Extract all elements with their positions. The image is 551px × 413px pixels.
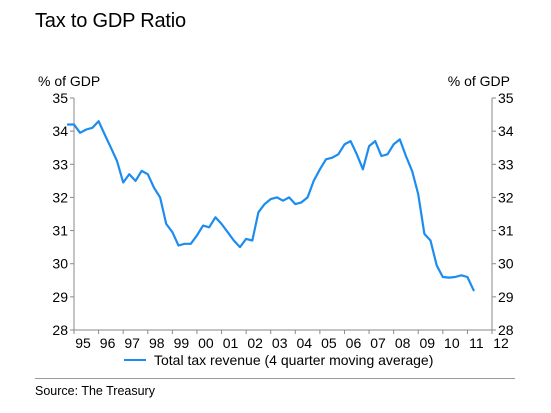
source-divider [35, 378, 515, 379]
y-tick-label-left: 28 [52, 322, 68, 338]
y-tick-label-right: 29 [498, 289, 514, 305]
chart-title: Tax to GDP Ratio [35, 10, 186, 32]
x-tick-label: 09 [419, 335, 435, 351]
x-tick-label: 08 [395, 335, 411, 351]
x-tick-label: 03 [272, 335, 288, 351]
y-tick-label-left: 32 [52, 189, 68, 205]
y-tick-label-right: 35 [498, 90, 514, 106]
source-note: Source: The Treasury [35, 384, 155, 398]
x-tick-label: 98 [149, 335, 165, 351]
chart-axes [73, 98, 493, 331]
x-tick-label: 12 [493, 335, 509, 351]
legend-label: Total tax revenue (4 quarter moving aver… [154, 352, 434, 368]
y-tick-label-right: 32 [498, 189, 514, 205]
x-tick-label: 95 [75, 335, 91, 351]
y-axis-right-label: % of GDP [448, 73, 510, 89]
y-tick-label-left: 30 [52, 256, 68, 272]
x-tick-label: 07 [370, 335, 386, 351]
x-tick-label: 99 [174, 335, 190, 351]
series-line-0 [66, 120, 475, 292]
y-tick-label-left: 29 [52, 289, 68, 305]
x-axis-ticks: 95 96 97 98 99 00 01 02 03 04 05 06 07 08 09 10 11 12 [73, 330, 509, 351]
y-tick-label-left: 34 [52, 123, 68, 139]
y-tick-label-left: 33 [52, 156, 68, 172]
x-tick-label: 05 [321, 335, 337, 351]
x-tick-label: 02 [247, 335, 263, 351]
y-tick-label-left: 35 [52, 90, 68, 106]
y-tick-label-right: 30 [498, 256, 514, 272]
x-tick-label: 97 [124, 335, 140, 351]
x-tick-label: 00 [198, 335, 214, 351]
x-tick-label: 06 [346, 335, 362, 351]
legend: Total tax revenue (4 quarter moving aver… [124, 352, 433, 368]
x-tick-label: 11 [469, 335, 484, 351]
y-tick-label-right: 28 [498, 322, 514, 338]
y-tick-label-right: 34 [498, 123, 514, 139]
y-axis-left-label: % of GDP [38, 73, 100, 89]
x-tick-label: 10 [444, 335, 460, 351]
y-axis-left-ticks: 28 29 30 31 32 33 34 35 [52, 90, 74, 338]
y-tick-label-left: 31 [52, 223, 68, 239]
legend-swatch [124, 359, 146, 361]
y-tick-label-right: 33 [498, 156, 514, 172]
series-group [66, 120, 475, 292]
x-tick-label: 01 [223, 335, 239, 351]
x-tick-label: 96 [100, 335, 116, 351]
y-axis-right-ticks: 28 29 30 31 32 33 34 35 [492, 90, 514, 338]
x-tick-label: 04 [297, 335, 313, 351]
y-tick-label-right: 31 [498, 223, 514, 239]
